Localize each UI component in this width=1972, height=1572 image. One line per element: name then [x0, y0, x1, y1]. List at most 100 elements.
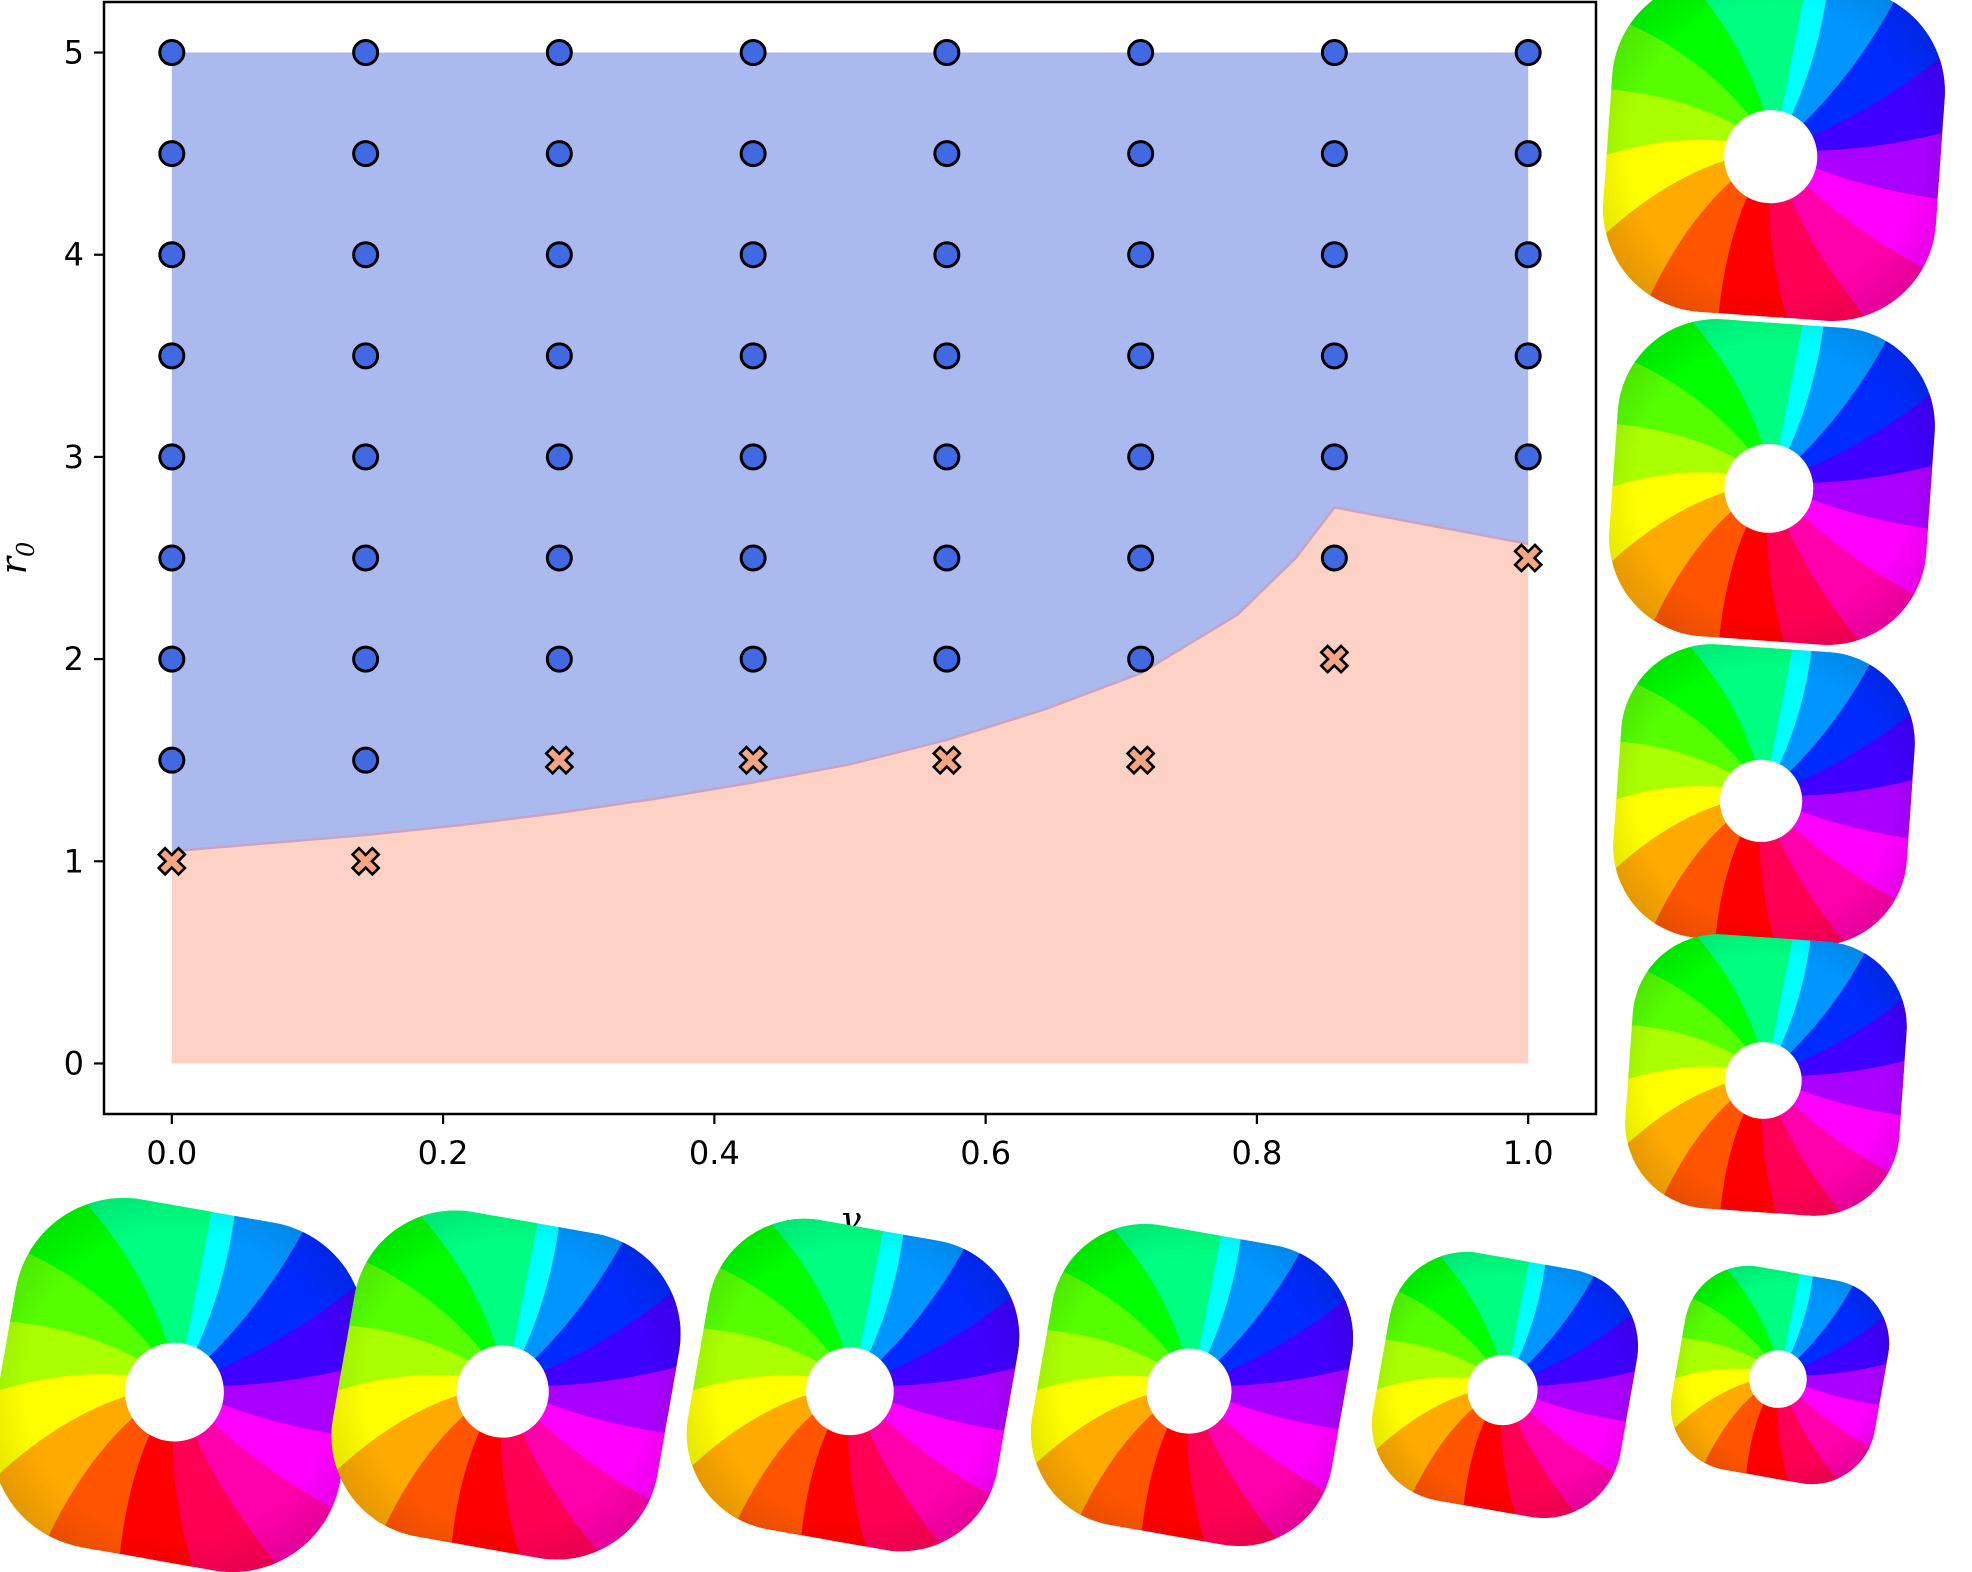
stable-point-marker	[933, 140, 961, 168]
y-axis-label-main: r	[0, 555, 35, 574]
stable-point-marker	[933, 241, 961, 269]
x-tick-label: 0.6	[960, 1134, 1011, 1172]
x-tick-label: 0.8	[1231, 1134, 1282, 1172]
stable-point-marker	[545, 140, 573, 168]
x-axis: 0.0 0.2 0.4 0.6 0.8 1.0	[146, 1114, 1554, 1172]
stable-point-marker	[1127, 544, 1155, 572]
data-markers	[156, 39, 1544, 877]
torus-render-icon	[1596, 0, 1952, 328]
y-tick-label: 1	[64, 842, 84, 880]
torus-thumbnails-right-column	[1596, 0, 1952, 1222]
stable-point-marker	[545, 39, 573, 67]
stable-point-marker	[933, 342, 961, 370]
torus-render-icon	[1619, 928, 1913, 1222]
stable-point-marker	[158, 241, 186, 269]
stable-point-marker	[1514, 39, 1542, 67]
unstable-point-marker	[156, 846, 187, 877]
stable-point-marker	[352, 746, 380, 774]
stable-point-marker	[1320, 241, 1348, 269]
stable-point-marker	[1514, 140, 1542, 168]
x-tick-label: 0.4	[689, 1134, 740, 1172]
stable-point-marker	[1320, 342, 1348, 370]
stable-point-marker	[1320, 544, 1348, 572]
unstable-point-marker	[1319, 644, 1350, 675]
stable-point-marker	[545, 443, 573, 471]
torus-render-icon	[1660, 1255, 1900, 1495]
y-axis: 0 1 2 3 4 5	[64, 34, 104, 1082]
stable-point-marker	[352, 241, 380, 269]
torus-thumbnails-bottom-row	[0, 1180, 1900, 1572]
stable-point-marker	[352, 645, 380, 673]
stability-regions	[171, 52, 1529, 1064]
x-tick-label: 0.0	[146, 1134, 197, 1172]
unstable-point-marker	[931, 745, 962, 776]
x-tick-label: 1.0	[1503, 1134, 1554, 1172]
stable-point-marker	[739, 140, 767, 168]
unstable-point-marker	[544, 745, 575, 776]
unstable-point-marker	[350, 846, 381, 877]
y-tick-label: 4	[64, 236, 84, 274]
stable-point-marker	[933, 39, 961, 67]
stable-point-marker	[1127, 140, 1155, 168]
stable-point-marker	[739, 645, 767, 673]
stable-point-marker	[158, 645, 186, 673]
stable-point-marker	[1320, 39, 1348, 67]
unstable-point-marker	[1513, 543, 1544, 573]
stable-point-marker	[352, 342, 380, 370]
stable-point-marker	[1514, 241, 1542, 269]
stable-point-marker	[1127, 342, 1155, 370]
torus-render-icon	[1607, 638, 1921, 952]
stable-point-marker	[545, 544, 573, 572]
stable-point-marker	[1127, 645, 1155, 673]
stable-point-marker	[1320, 140, 1348, 168]
stable-point-marker	[545, 342, 573, 370]
x-tick-label: 0.2	[418, 1134, 469, 1172]
svg-text:r0: r0	[0, 542, 40, 575]
torus-render-icon	[671, 1203, 1035, 1567]
boundary-curve	[171, 506, 1529, 853]
stable-point-marker	[933, 544, 961, 572]
y-axis-label-subscript: 0	[12, 542, 40, 557]
stable-point-marker	[1514, 443, 1542, 471]
stable-point-marker	[158, 342, 186, 370]
y-tick-label: 0	[64, 1044, 84, 1082]
unstable-point-marker	[738, 745, 769, 776]
stable-point-marker	[933, 645, 961, 673]
stable-point-marker	[158, 544, 186, 572]
stable-point-marker	[158, 140, 186, 168]
stable-point-marker	[739, 443, 767, 471]
stable-point-marker	[1127, 241, 1155, 269]
unstable-region	[171, 507, 1529, 1064]
y-tick-label: 2	[64, 640, 84, 678]
stable-point-marker	[158, 746, 186, 774]
y-tick-label: 3	[64, 438, 84, 476]
stable-point-marker	[352, 39, 380, 67]
stable-point-marker	[1127, 39, 1155, 67]
stable-point-marker	[545, 241, 573, 269]
torus-render-icon	[1359, 1239, 1651, 1531]
torus-render-icon	[1602, 312, 1942, 652]
stable-point-marker	[739, 241, 767, 269]
stable-point-marker	[739, 39, 767, 67]
stable-point-marker	[1127, 443, 1155, 471]
torus-render-icon	[315, 1194, 697, 1572]
stable-point-marker	[545, 645, 573, 673]
torus-render-icon	[0, 1180, 383, 1572]
stable-point-marker	[158, 39, 186, 67]
stable-point-marker	[158, 443, 186, 471]
stable-point-marker	[739, 544, 767, 572]
stable-region	[171, 52, 1529, 852]
stable-point-marker	[352, 140, 380, 168]
plot-frame	[102, 0, 1598, 1116]
stable-point-marker	[352, 544, 380, 572]
stable-point-marker	[352, 443, 380, 471]
y-tick-label: 5	[64, 34, 84, 72]
unstable-point-marker	[1125, 745, 1156, 776]
stable-point-marker	[739, 342, 767, 370]
stable-point-marker	[933, 443, 961, 471]
y-axis-label: r0	[0, 542, 40, 575]
torus-render-icon	[1016, 1209, 1368, 1561]
stable-point-marker	[1320, 443, 1348, 471]
